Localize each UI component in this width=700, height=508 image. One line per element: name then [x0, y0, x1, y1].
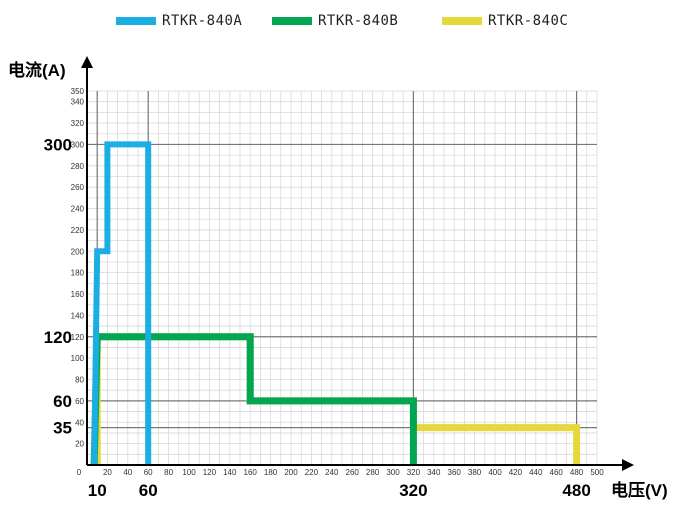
x-tick-label: 0	[77, 468, 82, 477]
x-tick-label: 160	[244, 468, 258, 477]
legend-swatch-c	[442, 17, 482, 25]
series-line-a	[91, 141, 152, 466]
x-tick-label: 360	[448, 468, 462, 477]
y-major-label: 120	[44, 328, 72, 347]
x-major-label: 60	[139, 481, 158, 500]
x-tick-label: 300	[386, 468, 400, 477]
y-tick-label: 60	[75, 397, 84, 406]
x-tick-label: 60	[144, 468, 153, 477]
x-tick-label: 200	[284, 468, 298, 477]
y-tick-label: 350	[71, 87, 85, 96]
y-tick-label: 200	[71, 247, 85, 256]
x-axis-arrow	[622, 459, 634, 471]
y-tick-label: 340	[71, 98, 85, 107]
x-tick-label: 180	[264, 468, 278, 477]
y-tick-label: 220	[71, 226, 85, 235]
y-tick-label: 80	[75, 376, 84, 385]
x-tick-label: 120	[203, 468, 217, 477]
x-tick-label: 320	[407, 468, 421, 477]
y-tick-label: 240	[71, 205, 85, 214]
x-tick-label: 220	[305, 468, 319, 477]
y-axis-title: 电流(A)	[8, 60, 66, 80]
x-axis-title: 电压(V)	[611, 480, 668, 500]
y-tick-label: 140	[71, 311, 85, 320]
x-tick-label: 240	[325, 468, 339, 477]
y-major-label: 35	[53, 419, 72, 438]
x-tick-label: 80	[164, 468, 173, 477]
y-axis-arrow	[81, 56, 93, 68]
y-tick-label: 300	[71, 140, 85, 149]
y-tick-label: 40	[75, 418, 84, 427]
x-tick-label: 140	[223, 468, 237, 477]
y-tick-label: 260	[71, 183, 85, 192]
x-tick-label: 340	[427, 468, 441, 477]
x-tick-label: 40	[123, 468, 132, 477]
y-tick-label: 280	[71, 162, 85, 171]
legend: RTKR-840A RTKR-840B RTKR-840C	[0, 13, 700, 35]
x-tick-label: 100	[182, 468, 196, 477]
legend-swatch-b	[272, 17, 312, 25]
x-tick-label: 480	[570, 468, 584, 477]
x-major-label: 10	[88, 481, 107, 500]
x-tick-label: 500	[590, 468, 604, 477]
x-tick-label: 20	[103, 468, 112, 477]
x-major-label: 320	[399, 481, 427, 500]
legend-item-b: RTKR-840B	[272, 13, 398, 29]
x-tick-label: 420	[509, 468, 523, 477]
y-tick-label: 180	[71, 269, 85, 278]
y-tick-label: 160	[71, 290, 85, 299]
y-tick-label: 100	[71, 354, 85, 363]
x-tick-label: 280	[366, 468, 380, 477]
legend-label-a: RTKR-840A	[162, 13, 243, 29]
x-tick-label: 460	[550, 468, 564, 477]
x-tick-label: 380	[468, 468, 482, 477]
y-tick-label: 20	[75, 440, 84, 449]
legend-item-a: RTKR-840A	[116, 13, 242, 29]
y-tick-label: 320	[71, 119, 85, 128]
y-major-label: 60	[53, 392, 72, 411]
legend-item-c: RTKR-840C	[442, 13, 568, 29]
y-tick-label: 120	[71, 333, 85, 342]
x-tick-label: 440	[529, 468, 543, 477]
y-major-label: 300	[44, 135, 72, 154]
x-tick-label: 260	[346, 468, 360, 477]
legend-swatch-a	[116, 17, 156, 25]
x-major-label: 480	[562, 481, 590, 500]
legend-label-c: RTKR-840C	[488, 13, 569, 29]
x-tick-label: 400	[488, 468, 502, 477]
legend-label-b: RTKR-840B	[318, 13, 399, 29]
